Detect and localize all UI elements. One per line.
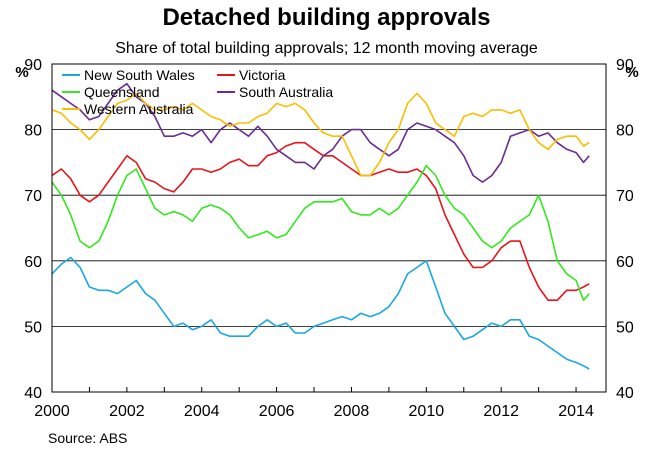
series-line-new-south-wales xyxy=(51,256,590,370)
series-line-victoria xyxy=(51,141,590,302)
y-tick-label-right-90: 90 xyxy=(616,57,634,74)
y-tick-label-left-60: 60 xyxy=(24,254,42,271)
legend-label-queensland: Queensland xyxy=(84,84,160,100)
series-line-western-australia xyxy=(51,92,590,177)
y-tick-label-left-80: 80 xyxy=(24,123,42,140)
y-tick-label-right-50: 50 xyxy=(616,319,634,336)
plot-frame xyxy=(51,63,607,393)
x-tick-label-2006: 2006 xyxy=(259,403,295,420)
y-axis-label-right: % xyxy=(625,64,638,81)
y-tick-label-right-80: 80 xyxy=(616,123,634,140)
series-lines xyxy=(51,82,590,370)
series-line-queensland xyxy=(51,164,590,302)
x-tick-label-2008: 2008 xyxy=(334,403,370,420)
legend-label-victoria: Victoria xyxy=(239,67,286,83)
legend-label-south-australia: South Australia xyxy=(239,84,333,100)
x-tick-label-2014: 2014 xyxy=(558,403,594,420)
y-axis-label-left: % xyxy=(15,64,28,81)
chart-title: Detached building approvals xyxy=(162,4,491,31)
axis-ticks: 40 40 50 50 60 60 70 70 80 80 90 90 2000 2002 2004 2006… xyxy=(24,57,634,420)
source-note: Source: ABS xyxy=(48,430,128,446)
y-tick-label-right-60: 60 xyxy=(616,254,634,271)
x-tick-label-2012: 2012 xyxy=(483,403,519,420)
y-tick-label-right-40: 40 xyxy=(616,385,634,402)
x-tick-label-2000: 2000 xyxy=(34,403,70,420)
y-tick-label-right-70: 70 xyxy=(616,188,634,205)
legend: New South Wales Victoria Queensland South A… xyxy=(62,67,333,117)
x-tick-label-2002: 2002 xyxy=(109,403,145,420)
y-tick-label-left-90: 90 xyxy=(24,57,42,74)
chart-subtitle: Share of total building approvals; 12 mo… xyxy=(115,40,538,57)
y-tick-label-left-40: 40 xyxy=(24,385,42,402)
y-tick-label-left-50: 50 xyxy=(24,319,42,336)
x-tick-label-2010: 2010 xyxy=(409,403,445,420)
legend-label-new-south-wales: New South Wales xyxy=(84,67,195,83)
legend-label-western-australia: Western Australia xyxy=(84,101,194,117)
y-tick-label-left-70: 70 xyxy=(24,188,42,205)
gridlines xyxy=(52,129,606,327)
x-tick-label-2004: 2004 xyxy=(184,403,220,420)
